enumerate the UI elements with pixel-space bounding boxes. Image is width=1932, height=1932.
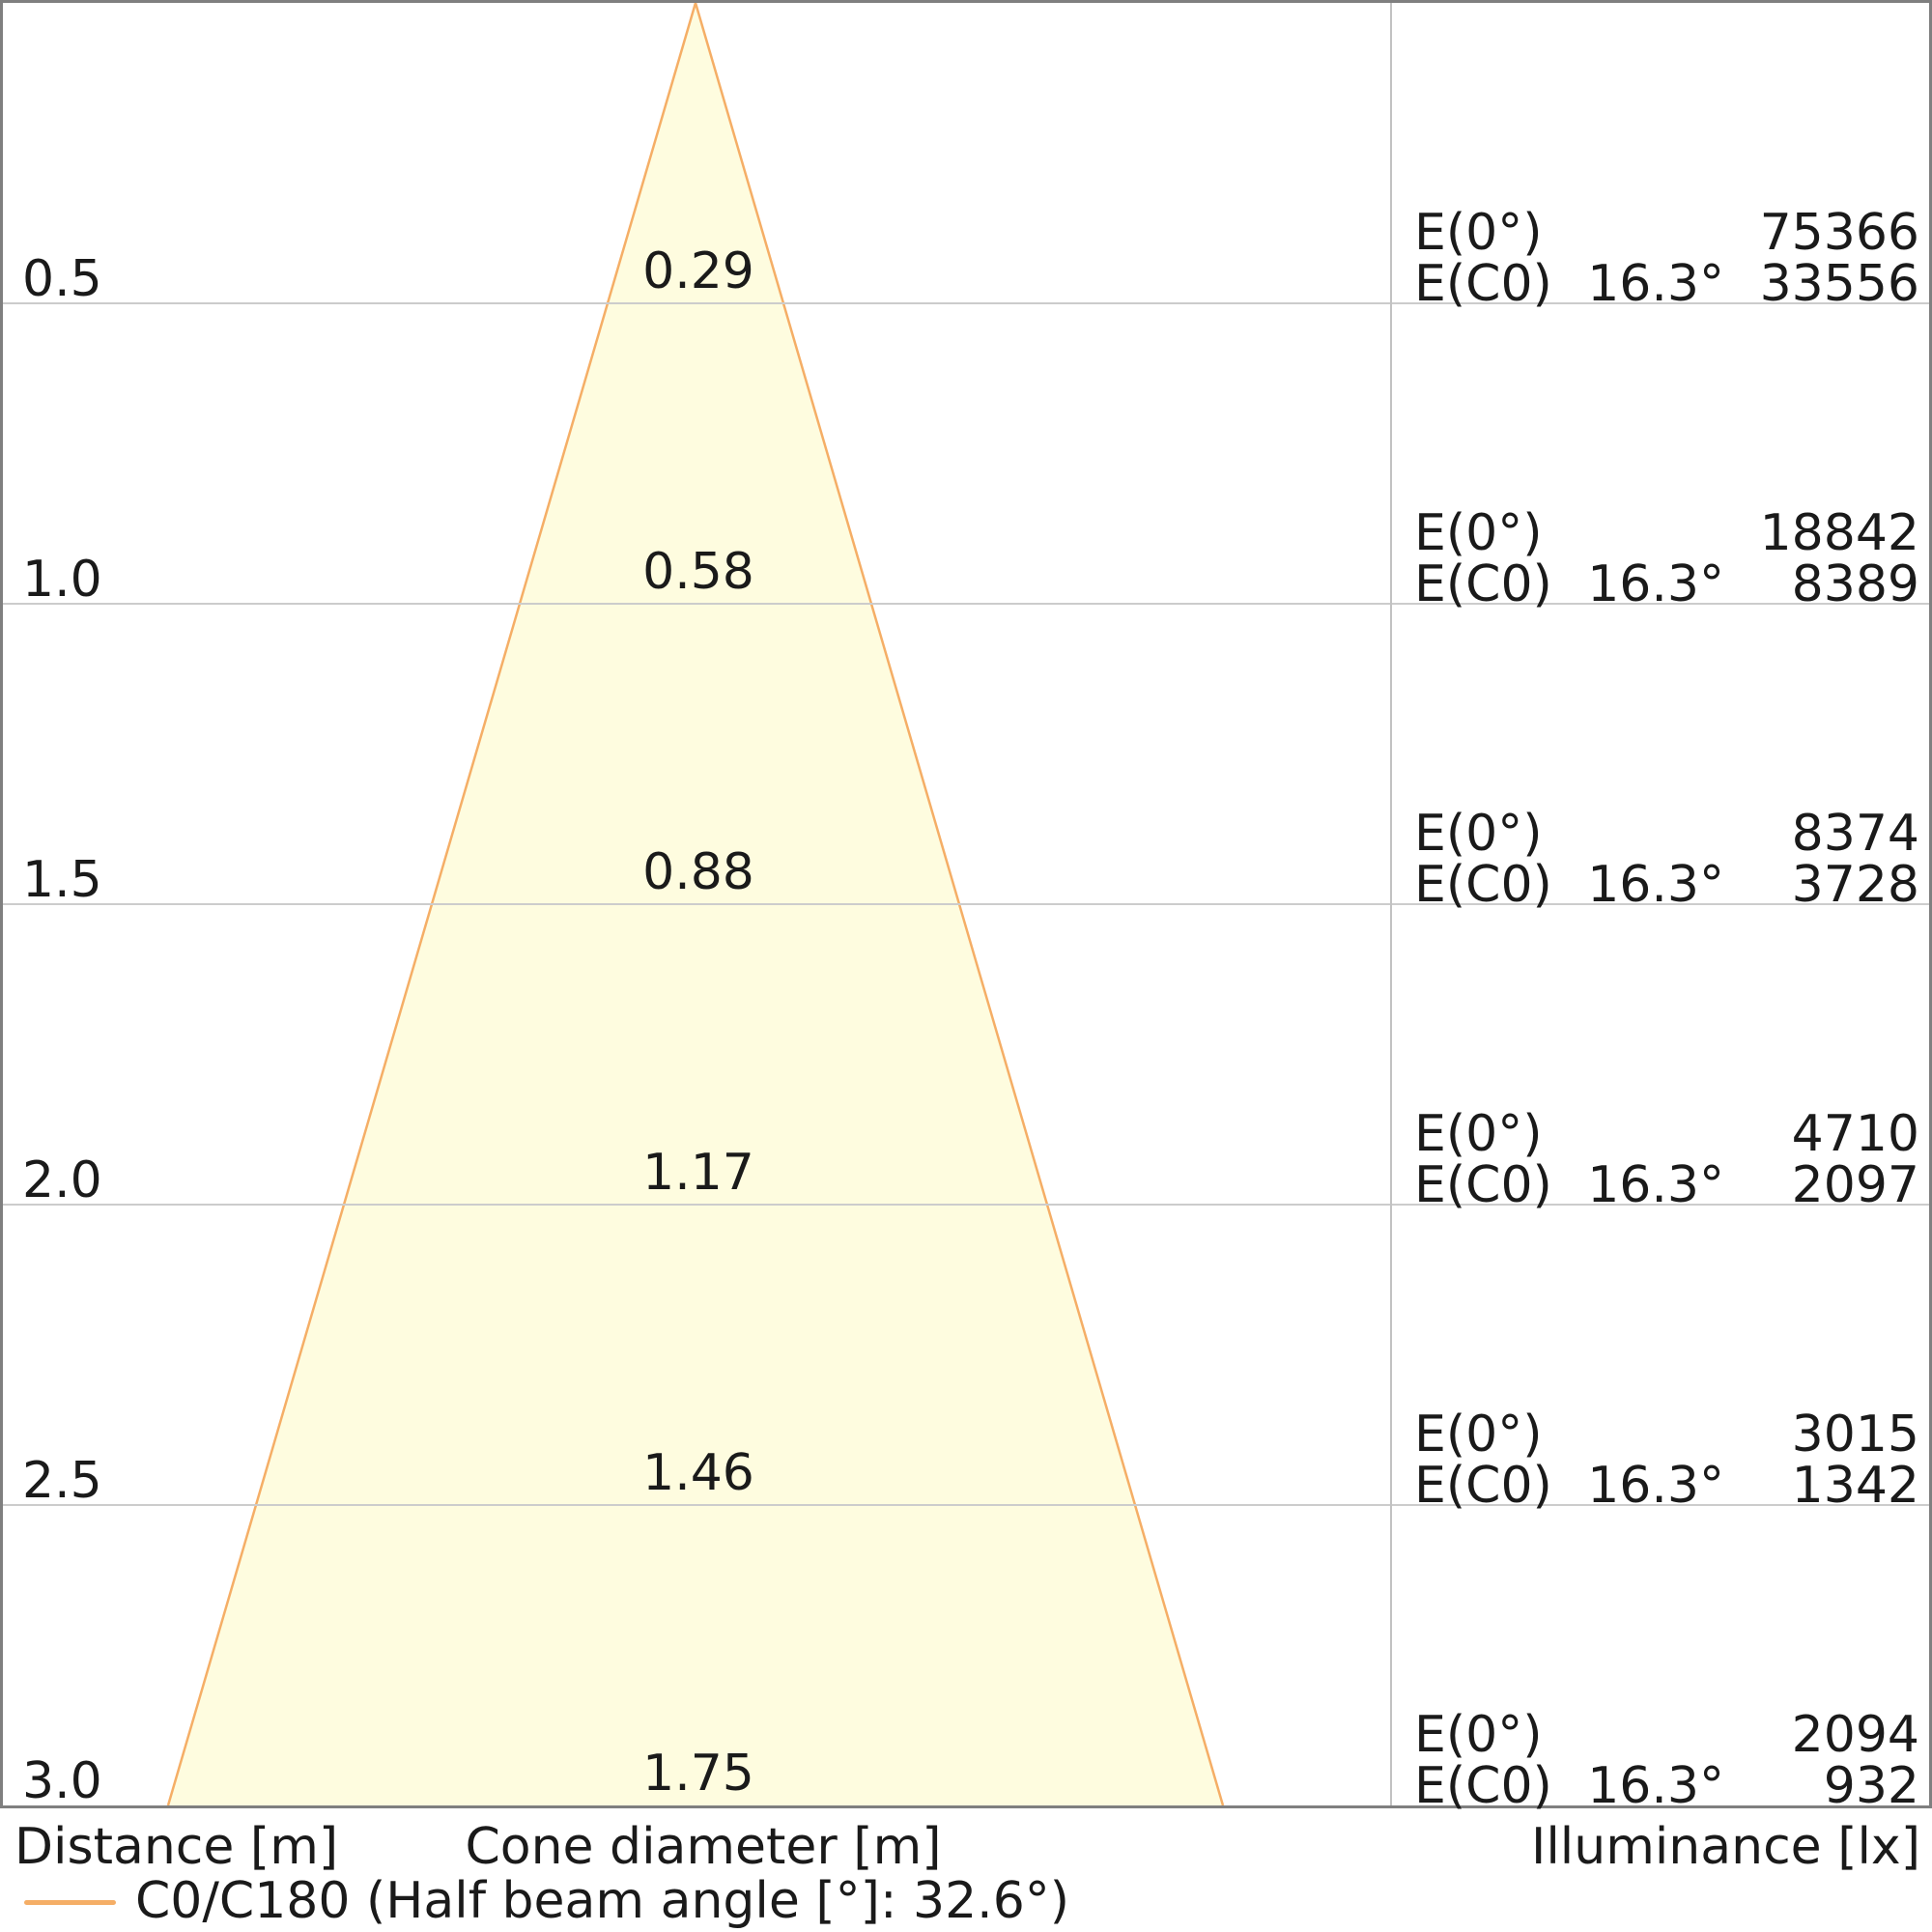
illuminance-block: E(0°) 2094 E(C0) 16.3° 932: [1414, 1710, 1919, 1812]
illuminance-block: E(0°) 18842 E(C0) 16.3° 8389: [1414, 508, 1919, 611]
ec0-label: E(C0): [1414, 1156, 1552, 1214]
axis-labels-row: Distance [m] Cone diameter [m] Illuminan…: [0, 1820, 1932, 1878]
ec0-label: E(C0): [1414, 555, 1552, 613]
cone-diameter-value: 1.46: [642, 1444, 754, 1502]
e0-label: E(0°): [1414, 1706, 1543, 1764]
chart-area: 0.5 0.29 E(0°) 75366 E(C0) 16.3° 33556 1…: [0, 0, 1932, 1812]
legend-line-swatch: [24, 1900, 116, 1905]
cone-diameter-value: 0.58: [642, 543, 754, 601]
distance-value: 1.0: [22, 551, 102, 609]
cone-diameter-value: 0.88: [642, 843, 754, 901]
e0-label: E(0°): [1414, 204, 1543, 262]
e0-value: 75366: [1759, 204, 1919, 262]
distance-value: 0.5: [22, 250, 102, 308]
illuminance-block: E(0°) 3015 E(C0) 16.3° 1342: [1414, 1409, 1919, 1512]
gridlines: [3, 302, 1929, 1506]
ec0-value: 3728: [1791, 856, 1919, 914]
e0-label: E(0°): [1414, 1406, 1543, 1463]
ec0-value: 932: [1823, 1757, 1919, 1815]
ec0-value: 8389: [1791, 555, 1919, 613]
e0-value: 4710: [1791, 1105, 1919, 1163]
illuminance-block: E(0°) 8374 E(C0) 16.3° 3728: [1414, 809, 1919, 911]
half-angle-value: 16.3°: [1587, 255, 1724, 313]
half-angle-value: 16.3°: [1587, 1757, 1724, 1815]
ec0-label: E(C0): [1414, 1757, 1552, 1815]
half-angle-value: 16.3°: [1587, 856, 1724, 914]
ec0-value: 33556: [1759, 255, 1919, 313]
illuminance-block: E(0°) 4710 E(C0) 16.3° 2097: [1414, 1109, 1919, 1211]
distance-value: 2.5: [22, 1452, 102, 1510]
cone-diameter-value: 1.75: [642, 1745, 754, 1803]
e0-label: E(0°): [1414, 805, 1543, 863]
legend-label: C0/C180 (Half beam angle [°]: 32.6°): [135, 1872, 1070, 1930]
cone-diameter-value: 0.29: [642, 242, 754, 300]
e0-label: E(0°): [1414, 1105, 1543, 1163]
distance-value: 2.0: [22, 1151, 102, 1209]
half-angle-value: 16.3°: [1587, 555, 1724, 613]
e0-label: E(0°): [1414, 504, 1543, 562]
ec0-label: E(C0): [1414, 856, 1552, 914]
e0-value: 8374: [1791, 805, 1919, 863]
distance-value: 3.0: [22, 1752, 102, 1810]
distance-axis-label: Distance [m]: [14, 1818, 339, 1876]
e0-value: 3015: [1791, 1406, 1919, 1463]
ec0-label: E(C0): [1414, 255, 1552, 313]
distance-value: 1.5: [22, 851, 102, 909]
half-angle-value: 16.3°: [1587, 1156, 1724, 1214]
e0-value: 2094: [1791, 1706, 1919, 1764]
ec0-value: 1342: [1791, 1457, 1919, 1515]
illuminance-axis-label: Illuminance [lx]: [1531, 1818, 1920, 1876]
ec0-label: E(C0): [1414, 1457, 1552, 1515]
cone-diameter-axis-label: Cone diameter [m]: [465, 1818, 942, 1876]
cone-diameter-value: 1.17: [642, 1144, 754, 1202]
legend: C0/C180 (Half beam angle [°]: 32.6°): [0, 1870, 1932, 1932]
cone-plot: [3, 3, 1929, 1805]
half-angle-value: 16.3°: [1587, 1457, 1724, 1515]
illuminance-block: E(0°) 75366 E(C0) 16.3° 33556: [1414, 208, 1919, 310]
ec0-value: 2097: [1791, 1156, 1919, 1214]
e0-value: 18842: [1759, 504, 1919, 562]
